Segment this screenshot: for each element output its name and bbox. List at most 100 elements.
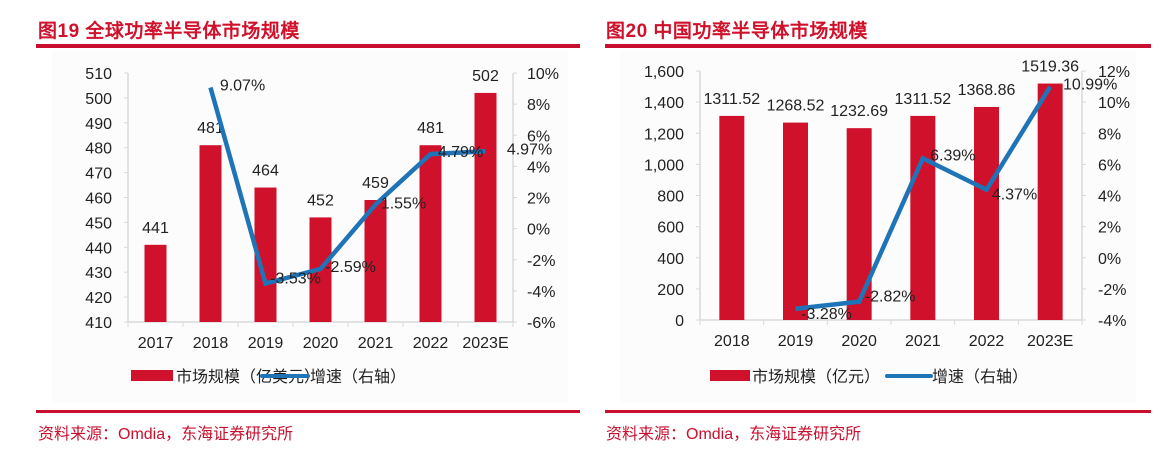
china-power-semi-chart: 1,600 1,400 1,200 1,000 800 600 400 200 0 12% 10% 8… [644,59,1130,386]
x-tick-label: 2019 [248,335,284,352]
line-data-label: 4.79% [438,144,483,161]
bar-data-label: 441 [142,220,169,237]
right-tick-label: 4% [527,159,550,176]
left-tick-label: 600 [657,220,684,237]
growth-line [208,86,486,287]
bar-data-label: 1311.52 [895,91,952,108]
right-tick-label: 12% [1098,64,1130,81]
figure-20-title: 图20 中国功率半导体市场规模 [606,21,868,42]
bar-data-label: 481 [417,120,444,137]
right-tick-label: 2% [1098,220,1121,237]
right-tick-label: 10% [1098,95,1130,112]
right-tick-label: 8% [527,97,550,114]
left-tick-label: 490 [85,116,112,133]
bar [974,106,999,320]
legend-line-label: 增速（右轴） [310,368,406,386]
left-tick-label: 1,600 [644,64,684,81]
bar-data-label: 459 [362,175,389,192]
legend-bar-swatch [710,370,750,381]
line-data-label: 10.99% [1063,77,1117,94]
right-tick-label: -4% [527,284,555,301]
x-tick-label: 2023E [462,335,508,352]
left-tick-label: 440 [85,240,112,257]
source-note: 资料来源：Omdia，东海证券研究所 [38,426,294,443]
line-data-label: -2.82% [865,289,916,306]
left-tick-label: 480 [85,141,112,158]
bar [910,115,936,320]
right-tick-label: 0% [1098,251,1121,268]
x-tick-label: 2018 [714,333,750,350]
bar-data-label: 1368.86 [958,82,1016,99]
right-tick-label: 6% [527,128,550,145]
x-tick-label: 2018 [193,335,229,352]
global-power-semi-chart: 510 500 490 480 470 460 450 440 430 420 410 10% 8% 6%… [85,66,559,386]
x-tick-label: 2023E [1027,333,1073,350]
legend-line-label: 增速（右轴） [932,368,1028,386]
right-tick-label: 6% [1098,157,1121,174]
line-data-label: 4.37% [992,187,1037,204]
title-rule [605,44,1151,48]
bar [364,199,387,322]
left-tick-label: 800 [657,189,684,206]
right-tick-label: -2% [527,253,555,270]
bar [144,244,167,322]
legend-bar-label: 市场规模（亿元） [752,368,880,386]
left-tick-label: 0 [675,313,684,330]
bar-data-label: 1519.36 [1021,59,1079,76]
x-tick-label: 2020 [841,333,877,350]
left-tick-label: 400 [657,251,684,268]
x-tick-label: 2021 [358,335,394,352]
right-tick-label: 10% [527,66,559,83]
bar-data-label: 502 [472,68,499,85]
bar-data-label: 1232.69 [830,103,888,120]
source-rule [605,410,1151,413]
bar [199,145,222,322]
left-tick-label: 510 [85,66,112,83]
x-tick-label: 2022 [413,335,449,352]
bar-data-label: 464 [252,163,279,180]
x-tick-label: 2019 [778,333,814,350]
line-data-label: 1.55% [381,196,426,213]
x-tick-label: 2017 [138,335,174,352]
x-tick-label: 2022 [969,333,1005,350]
left-tick-label: 1,000 [644,157,684,174]
bar [474,92,497,322]
x-tick-label: 2021 [905,333,941,350]
right-tick-label: 0% [527,222,550,239]
line-data-label: 6.39% [930,147,975,164]
bar [719,115,745,320]
left-tick-label: 410 [85,315,112,332]
right-tick-label: 2% [527,191,550,208]
bar-data-label: 481 [197,120,224,137]
right-tick-label: -2% [1098,282,1126,299]
figure-19-title: 图19 全球功率半导体市场规模 [38,21,300,42]
left-tick-label: 450 [85,215,112,232]
left-tick-label: 470 [85,166,112,183]
right-tick-label: -4% [1098,313,1126,330]
bar-data-label: 1311.52 [704,91,761,108]
title-rule [36,44,580,48]
line-data-label: 9.07% [220,77,265,94]
source-rule [36,410,580,413]
left-tick-label: 1,200 [644,126,684,143]
bar [1037,83,1063,321]
right-tick-label: 8% [1098,126,1121,143]
left-tick-label: 430 [85,265,112,282]
line-data-label: -3.53% [270,271,321,288]
line-data-label: -3.28% [801,306,852,323]
left-tick-label: 420 [85,290,112,307]
line-data-label: -2.59% [325,259,376,276]
left-tick-label: 1,400 [644,95,684,112]
bar-data-label: 452 [307,192,334,209]
line-data-label: 4.97% [507,141,552,158]
bar-data-label: 1268.52 [767,98,825,115]
bar [783,122,808,320]
legend-bar-swatch [131,370,173,381]
source-note: 资料来源：Omdia，东海证券研究所 [606,426,862,443]
bar [419,145,442,322]
growth-line [795,85,1053,312]
right-tick-label: 4% [1098,189,1121,206]
bar [254,187,277,322]
left-tick-label: 500 [85,91,112,108]
x-tick-label: 2020 [303,335,339,352]
